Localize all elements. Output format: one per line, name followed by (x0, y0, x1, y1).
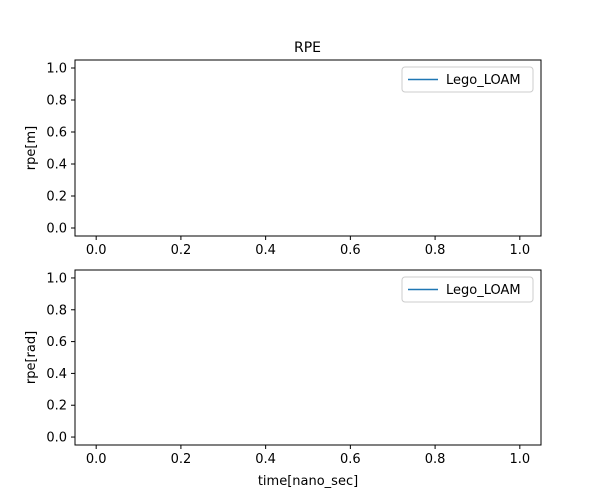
y-tick-label: 0.6 (46, 335, 67, 350)
x-tick-label: 0.4 (255, 452, 276, 467)
x-tick-label: 0.8 (425, 452, 446, 467)
y-axis-label: rpe[rad] (24, 331, 39, 384)
y-tick-label: 0.2 (46, 190, 67, 205)
x-tick-label: 0.0 (86, 452, 107, 467)
subplot-rpe-translation: 0.0 0.2 0.4 0.6 0.8 1.0 0.0 0.2 0.4 0.6 0.8 1.0 rpe… (24, 59, 542, 258)
legend-label-lego-loam: Lego_LOAM (446, 73, 521, 88)
y-tick-label: 0.0 (46, 222, 67, 237)
x-tick-label: 0.6 (340, 452, 361, 467)
x-tick-label: 1.0 (509, 243, 530, 258)
legend-label-lego-loam: Lego_LOAM (446, 283, 521, 298)
x-tick-label: 0.6 (340, 243, 361, 258)
subplot-rpe-rotation: 0.0 0.2 0.4 0.6 0.8 1.0 0.0 0.2 0.4 0.6 0.8 1.0 rpe… (24, 269, 542, 489)
y-tick-label: 0.4 (46, 158, 67, 173)
y-tick-label: 0.4 (46, 367, 67, 382)
y-tick-label: 1.0 (46, 62, 67, 77)
y-axis-label: rpe[m] (24, 126, 39, 170)
y-tick-label: 0.6 (46, 126, 67, 141)
y-tick-label: 0.2 (46, 399, 67, 414)
y-tick-label: 1.0 (46, 271, 67, 286)
x-tick-label: 0.4 (255, 243, 276, 258)
legend: Lego_LOAM (401, 276, 534, 303)
plot-area-frame (74, 269, 542, 446)
x-tick-label: 0.2 (171, 243, 192, 258)
x-axis-label: time[nano_sec] (258, 474, 358, 489)
x-tick-label: 1.0 (509, 452, 530, 467)
plot-area-frame (74, 59, 542, 237)
legend-box (401, 66, 534, 93)
legend-box (401, 276, 534, 303)
x-tick-label: 0.2 (171, 452, 192, 467)
x-tick-label: 0.0 (86, 243, 107, 258)
y-tick-label: 0.8 (46, 94, 67, 109)
y-tick-label: 0.0 (46, 431, 67, 446)
legend: Lego_LOAM (401, 66, 534, 93)
figure-title: RPE (294, 40, 321, 56)
y-tick-label: 0.8 (46, 303, 67, 318)
x-tick-label: 0.8 (425, 243, 446, 258)
